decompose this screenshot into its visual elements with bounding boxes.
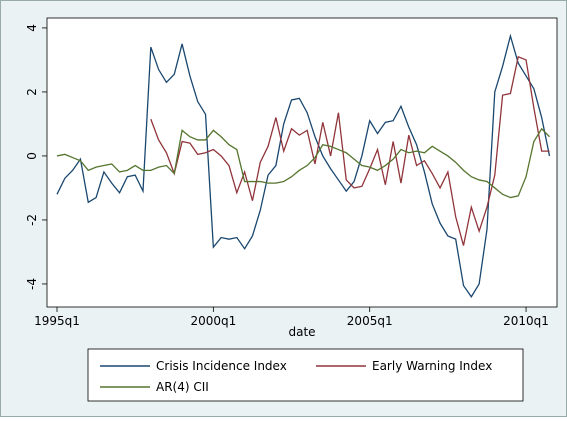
y-tick-label: 0 — [25, 152, 39, 160]
x-tick-label: 2000q1 — [190, 314, 236, 328]
plot-area — [46, 17, 558, 308]
legend-label: AR(4) CII — [156, 380, 209, 394]
x-tick-label: 1995q1 — [34, 314, 80, 328]
series-line — [56, 127, 550, 199]
y-tick-label: 2 — [25, 88, 39, 96]
x-tick-label: 2005q1 — [347, 314, 393, 328]
legend — [87, 348, 524, 402]
y-tick-label: 4 — [25, 24, 39, 32]
x-axis-title: date — [288, 325, 315, 339]
legend-label: Early Warning Index — [372, 359, 492, 373]
series-line — [150, 55, 550, 246]
y-tick-label: -4 — [25, 278, 39, 290]
y-tick-label: -2 — [25, 214, 39, 226]
legend-label: Crisis Incidence Index — [156, 359, 287, 373]
x-tick-label: 2010q1 — [503, 314, 549, 328]
series-line — [56, 33, 551, 298]
